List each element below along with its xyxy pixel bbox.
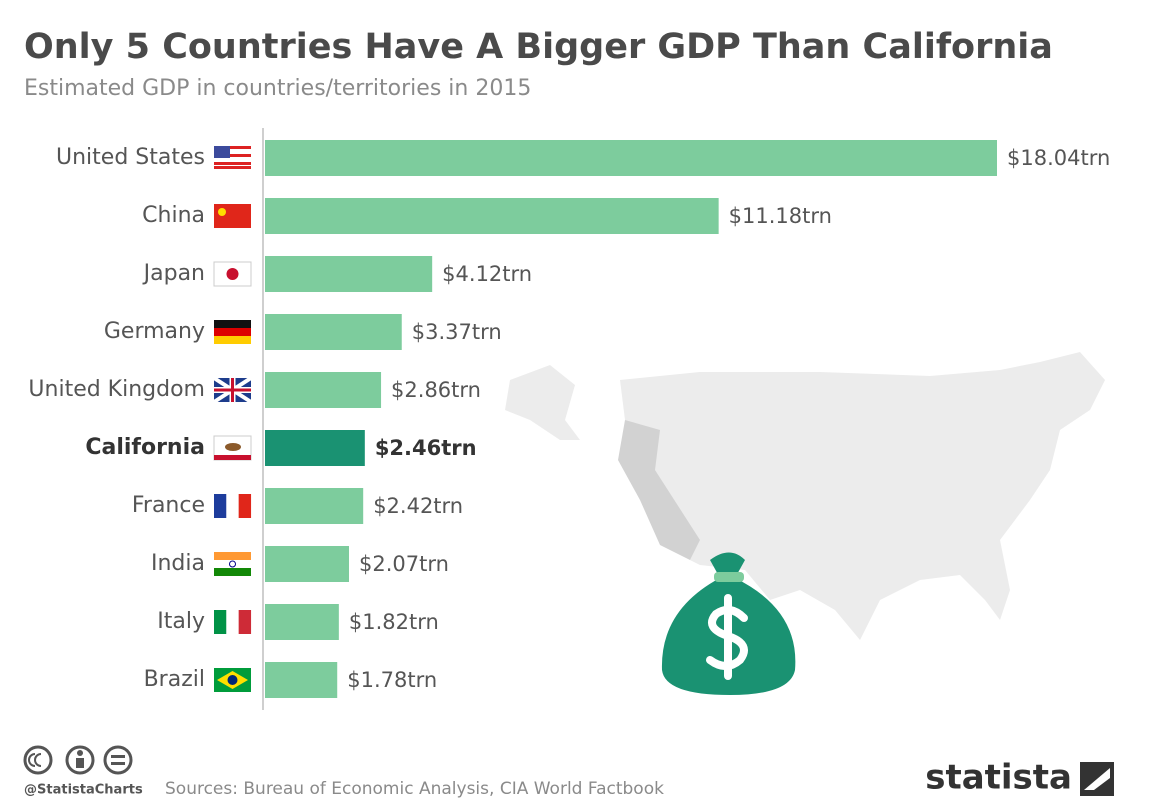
nd-bar [111, 762, 125, 765]
flag-part [214, 320, 251, 328]
flag-part [214, 455, 251, 460]
nd-bar [111, 755, 125, 758]
cc-icon [23, 745, 53, 775]
flag-part [226, 268, 239, 280]
flag-part [214, 552, 251, 560]
value-label: $11.18trn [729, 204, 832, 228]
map-shape [620, 352, 1105, 640]
money-bag [661, 552, 796, 695]
flag-part [226, 610, 239, 634]
category-label: Germany [104, 319, 205, 344]
bar [265, 604, 339, 640]
nd-icon [103, 745, 133, 775]
bar [265, 256, 433, 292]
category-label: California [85, 435, 205, 460]
value-label: $4.12trn [442, 262, 532, 286]
category-label: United Kingdom [28, 377, 205, 402]
flag [212, 376, 253, 404]
chart-subtitle: Estimated GDP in countries/territories i… [24, 76, 531, 101]
bar [265, 314, 402, 350]
california-shape [618, 420, 700, 560]
category-label: Brazil [144, 667, 205, 692]
category-label: China [142, 203, 205, 228]
flag-part [214, 378, 251, 402]
category-label: Japan [142, 261, 205, 286]
flag [214, 552, 251, 576]
value-label: $1.78trn [347, 668, 437, 692]
flag [214, 494, 252, 518]
footer: @StatistaCharts Sources: Bureau of Econo… [23, 745, 1114, 799]
brand: statista [925, 758, 1072, 798]
flag-part [214, 154, 251, 157]
flag-part [238, 610, 252, 634]
flag [214, 668, 251, 692]
by-icon [65, 745, 95, 775]
bar [265, 430, 365, 466]
flag-part [214, 166, 251, 169]
flag-part [229, 560, 236, 568]
bar [265, 372, 382, 408]
flag-part [238, 494, 252, 518]
value-label: $2.42trn [373, 494, 463, 518]
flag [214, 610, 252, 634]
source: Sources: Bureau of Economic Analysis, CI… [165, 779, 664, 799]
flag-part [214, 204, 251, 228]
flag-part [214, 328, 251, 336]
value-label: $2.07trn [359, 552, 449, 576]
cc-glyph [28, 753, 42, 767]
flag-part [214, 494, 227, 518]
chart-title: Only 5 Countries Have A Bigger GDP Than … [24, 27, 1053, 67]
category-label: Italy [157, 609, 205, 634]
value-label: $2.46trn [375, 436, 477, 460]
bar [265, 198, 719, 234]
flag-part [227, 675, 238, 685]
flag [213, 435, 252, 461]
flag [213, 261, 252, 287]
category-label: France [132, 493, 205, 518]
bar [265, 488, 364, 524]
flag-part [214, 560, 251, 568]
value-label: $3.37trn [412, 320, 502, 344]
by-head [77, 750, 83, 756]
flag-part [214, 146, 230, 158]
by-body [76, 758, 84, 768]
dollar-sign [706, 594, 748, 680]
bag-tie [714, 572, 744, 582]
flag-part [214, 162, 251, 165]
alaska-shape [505, 365, 580, 440]
category-label: United States [56, 145, 205, 170]
flag [214, 320, 251, 344]
value-label: $1.82trn [349, 610, 439, 634]
flag-part [214, 146, 251, 149]
category-label: India [151, 551, 205, 576]
brand-logo-mark [1084, 768, 1110, 790]
flag-part [225, 443, 241, 451]
value-label: $2.86trn [391, 378, 481, 402]
us-map [505, 352, 1105, 640]
credit: @StatistaCharts [24, 783, 143, 798]
bar [265, 662, 338, 698]
flag-part [218, 208, 226, 216]
flag [214, 204, 251, 228]
value-label: $18.04trn [1007, 146, 1110, 170]
flag-part [214, 610, 227, 634]
flag-part [214, 568, 251, 576]
bar [265, 546, 349, 582]
flag [214, 146, 251, 170]
flag-part [214, 336, 251, 344]
flag-part [226, 494, 239, 518]
bar [265, 140, 997, 176]
